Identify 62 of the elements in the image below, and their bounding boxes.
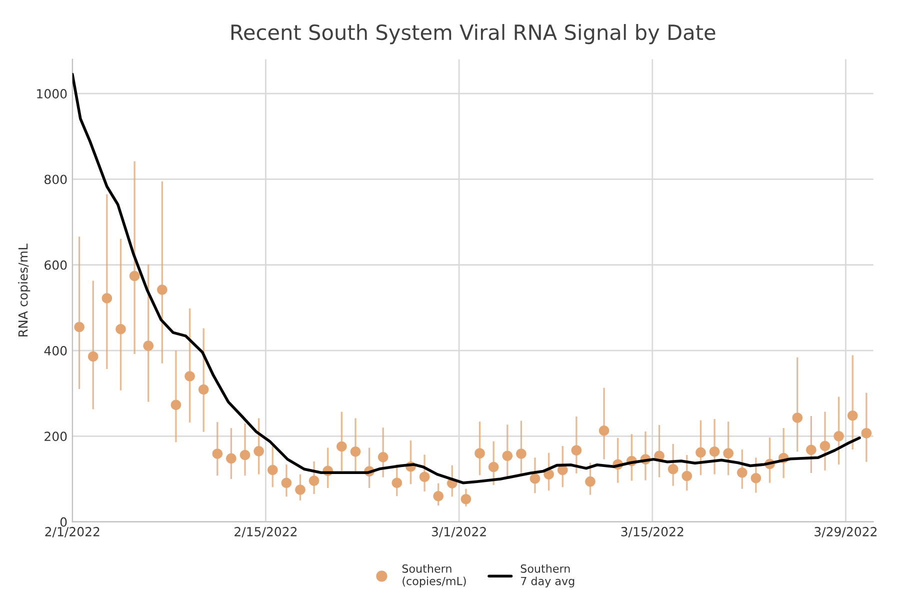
- legend-label: Southern 7 day avg: [520, 564, 574, 588]
- point: [226, 453, 236, 464]
- y-tick-label: 0: [60, 517, 67, 527]
- line-series: [72, 72, 861, 484]
- chart-title: Recent South System Viral RNA Signal by Date: [231, 24, 716, 44]
- point: [308, 476, 320, 486]
- point: [847, 410, 858, 421]
- x-tick-label: 3/1/2022: [432, 526, 486, 538]
- point: [88, 351, 98, 362]
- x-tick-label: 2/1/2022: [45, 526, 100, 538]
- point: [254, 446, 264, 456]
- y-tick-label: 600: [44, 260, 67, 270]
- point: [184, 371, 195, 382]
- point: [571, 445, 582, 456]
- x-tick-label: 3/15/2022: [621, 526, 684, 538]
- point: [516, 448, 526, 459]
- point: [806, 444, 816, 456]
- point: [598, 425, 610, 436]
- point: [240, 450, 250, 460]
- point: [350, 446, 361, 457]
- point: [530, 473, 540, 484]
- point: [433, 490, 444, 502]
- point: [74, 322, 84, 332]
- point: [682, 470, 692, 482]
- point: [102, 293, 112, 304]
- point: [129, 270, 140, 282]
- point: [668, 464, 678, 474]
- point: [116, 324, 126, 334]
- point: [709, 446, 720, 457]
- point: [736, 467, 748, 478]
- point: [723, 448, 734, 458]
- x-tick-label: 3/29/2022: [814, 526, 876, 538]
- y-tick-label: 1000: [37, 89, 67, 98]
- point: [378, 452, 388, 462]
- point: [861, 428, 872, 438]
- point: [474, 448, 485, 458]
- point: [392, 478, 402, 488]
- point: [157, 284, 168, 295]
- point: [488, 462, 499, 472]
- point: [212, 448, 223, 459]
- point: [198, 384, 209, 395]
- point: [585, 476, 596, 487]
- point: [820, 440, 830, 452]
- y-tick-label: 400: [44, 346, 67, 356]
- point: [460, 494, 472, 504]
- point: [295, 484, 306, 495]
- point: [267, 464, 278, 476]
- point: [502, 450, 513, 462]
- point: [419, 472, 430, 482]
- point: [336, 441, 347, 452]
- point: [750, 473, 762, 484]
- y-tick-label: 200: [44, 432, 67, 442]
- point: [696, 447, 706, 458]
- legend-label: Southern (copies/mL): [402, 564, 466, 588]
- point: [281, 478, 292, 488]
- y-tick-label: 800: [44, 174, 67, 184]
- point: [143, 340, 154, 351]
- x-tick-label: 2/15/2022: [234, 526, 297, 538]
- y-axis-title: RNA copies/mL: [18, 244, 30, 336]
- point: [170, 400, 182, 410]
- point: [834, 431, 844, 442]
- point: [792, 412, 803, 423]
